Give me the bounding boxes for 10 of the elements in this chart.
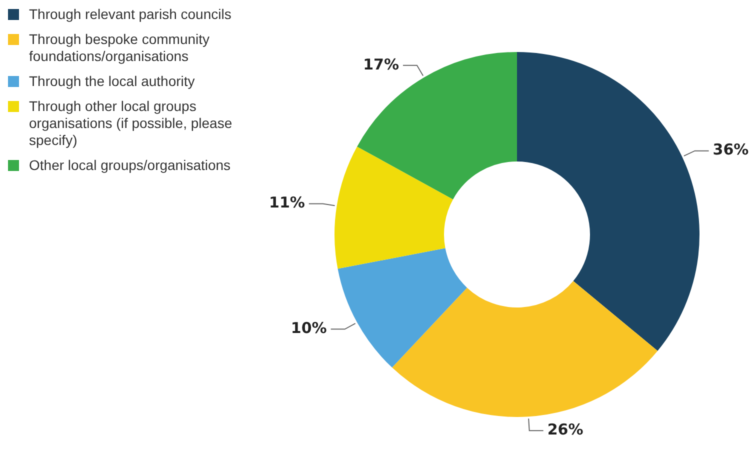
legend-label: Through the local authority (29, 73, 195, 90)
data-label: 10% (290, 319, 327, 338)
legend-label: Other local groups/organisations (29, 157, 231, 174)
data-label: 26% (547, 420, 584, 439)
legend-label: Through bespoke community foundations/organisations (29, 31, 211, 65)
data-label: 36% (712, 140, 749, 159)
data-label: 17% (363, 55, 399, 74)
legend-label: Through relevant parish councils (29, 6, 232, 23)
legend-label: Through other local groups organisations (if possible, please specify) (29, 98, 234, 149)
data-label: 11% (269, 194, 305, 212)
